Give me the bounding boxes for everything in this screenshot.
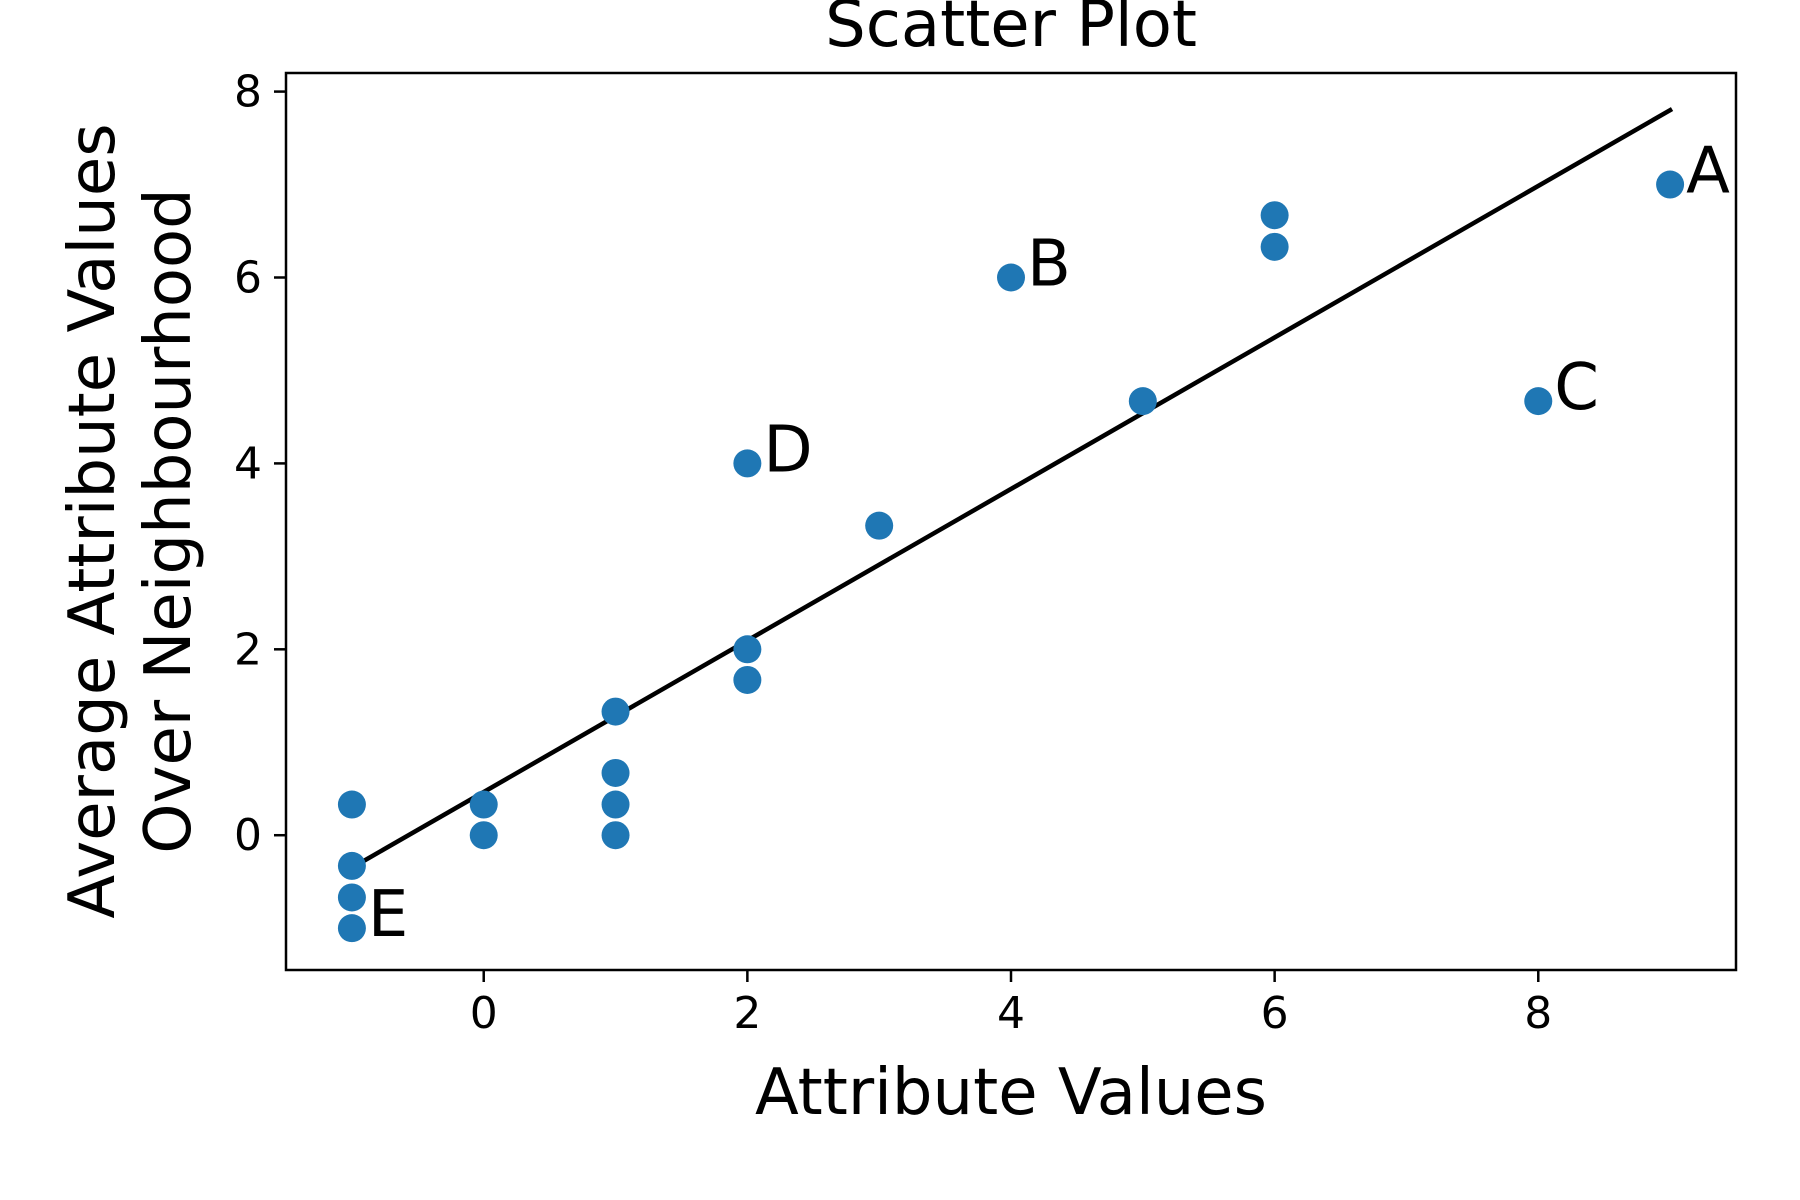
y-axis-label-line-2: Over Neighbourhood (132, 188, 206, 854)
scatter-point (601, 790, 630, 819)
x-tick-label: 0 (470, 988, 498, 1039)
x-tick-label: 8 (1524, 988, 1552, 1039)
scatter-point (1128, 387, 1157, 416)
chart-title: Scatter Plot (825, 0, 1197, 62)
scatter-point (865, 511, 894, 540)
scatter-point (601, 758, 630, 787)
point-annotation-d: D (763, 413, 812, 487)
trend-line-layer (348, 107, 1674, 871)
scatter-point (469, 821, 498, 850)
x-axis-ticks: 0 2 4 6 8 (470, 970, 1552, 1039)
point-annotation-a: A (1686, 135, 1730, 209)
point-annotation-b: B (1027, 227, 1071, 301)
scatter-point (337, 914, 366, 943)
x-tick-label: 2 (733, 988, 761, 1039)
scatter-point (601, 697, 630, 726)
trend-line (348, 107, 1674, 871)
y-axis-ticks: 0 2 4 6 8 (234, 67, 286, 861)
y-tick-label: 0 (234, 810, 262, 861)
point-annotation-c: C (1554, 351, 1599, 425)
scatter-point (337, 883, 366, 912)
scatter-point (1260, 201, 1289, 230)
points-layer (337, 170, 1685, 943)
scatter-point (733, 665, 762, 694)
point-annotation-e: E (368, 878, 408, 952)
scatter-point (601, 821, 630, 850)
x-tick-label: 6 (1261, 988, 1289, 1039)
y-tick-label: 8 (234, 67, 262, 118)
scatter-point (1524, 387, 1553, 416)
y-tick-label: 4 (234, 438, 262, 489)
scatter-point (337, 851, 366, 880)
y-tick-label: 6 (234, 252, 262, 303)
y-tick-label: 2 (234, 624, 262, 675)
scatter-point (337, 790, 366, 819)
scatter-point (733, 635, 762, 664)
point-labels-layer: A B C D E (368, 135, 1730, 953)
scatter-point (997, 263, 1025, 292)
scatter-point (469, 790, 498, 819)
scatter-point (1656, 170, 1685, 199)
scatter-point (1260, 232, 1289, 261)
scatter-point (733, 449, 762, 478)
x-tick-label: 4 (997, 988, 1025, 1039)
y-axis-label-line-1: Average Attribute Values (56, 123, 130, 918)
x-axis-label: Attribute Values (755, 1056, 1267, 1130)
